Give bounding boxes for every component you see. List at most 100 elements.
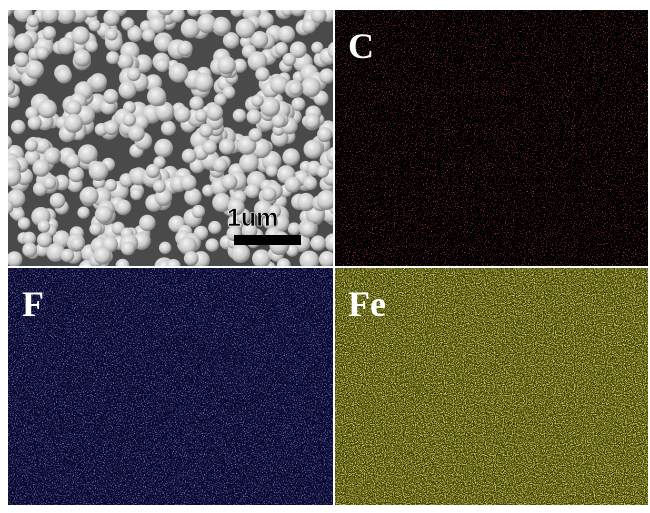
particle: [195, 109, 208, 122]
scale-label: 1um: [227, 204, 278, 232]
particle: [301, 77, 321, 97]
particle: [95, 205, 113, 223]
particle: [316, 165, 329, 178]
particle: [300, 221, 316, 237]
particle: [310, 235, 325, 250]
particle: [25, 60, 44, 79]
element-label: C: [348, 26, 374, 66]
particle: [199, 124, 213, 138]
particle: [18, 217, 31, 230]
particle: [128, 27, 143, 42]
particle: [189, 96, 203, 110]
particle: [43, 177, 56, 190]
particle: [27, 15, 40, 28]
particle: [61, 249, 74, 262]
particle: [89, 73, 107, 91]
particle: [119, 81, 137, 99]
particle: [106, 29, 118, 41]
particle: [169, 63, 189, 83]
particle: [106, 51, 119, 64]
particle: [184, 251, 199, 266]
particle: [285, 176, 301, 192]
particle: [319, 251, 336, 268]
particle: [2, 35, 16, 49]
f-map-panel: F: [8, 268, 333, 505]
particle: [213, 158, 228, 173]
particle: [64, 114, 83, 133]
particle: [288, 82, 302, 96]
particle: [194, 73, 213, 92]
particle: [56, 68, 72, 84]
particle: [35, 46, 48, 59]
particle: [38, 99, 57, 118]
particle: [283, 53, 296, 66]
particle: [37, 232, 52, 247]
particle: [251, 95, 263, 107]
particle: [305, 114, 320, 129]
particle: [217, 56, 236, 75]
particle: [174, 106, 191, 123]
particle: [262, 187, 277, 202]
particle: [28, 116, 42, 130]
particle: [88, 19, 100, 31]
particle: [177, 41, 193, 57]
particle: [121, 241, 135, 255]
particle: [93, 247, 111, 265]
particle: [122, 113, 136, 127]
particle: [56, 5, 75, 24]
map-noise: [335, 10, 648, 266]
particle: [155, 58, 169, 72]
particle: [311, 7, 327, 23]
particle: [154, 139, 173, 158]
fe-map-panel: Fe: [335, 268, 648, 505]
particle: [231, 244, 250, 263]
particle: [70, 237, 84, 251]
particle: [230, 4, 243, 17]
particle: [252, 249, 271, 268]
particle: [32, 159, 50, 177]
particle: [89, 223, 102, 236]
element-label: F: [22, 284, 44, 324]
particle: [278, 26, 295, 43]
particle: [181, 19, 200, 38]
particle: [11, 120, 25, 134]
particle: [245, 184, 260, 199]
particle: [288, 222, 301, 235]
particle: [103, 89, 118, 104]
particle: [14, 33, 33, 52]
particle: [197, 14, 216, 33]
particle: [153, 180, 166, 193]
particle: [128, 125, 145, 142]
particle: [117, 53, 133, 69]
particle: [57, 37, 74, 54]
particle: [71, 26, 89, 44]
particle: [289, 0, 306, 16]
figure: 1um C F Fe: [0, 0, 650, 508]
particle: [115, 199, 131, 215]
particle: [159, 242, 171, 254]
particle: [192, 205, 205, 218]
particle: [139, 215, 155, 231]
particle: [303, 176, 317, 190]
particle: [266, 165, 278, 177]
particle: [68, 166, 84, 182]
scale-bar: [234, 235, 301, 245]
element-label: Fe: [348, 284, 386, 324]
particle: [205, 238, 218, 251]
particle: [282, 148, 300, 166]
particle: [3, 168, 22, 187]
particle: [169, 6, 185, 22]
particle: [25, 139, 38, 152]
particle: [258, 12, 274, 28]
particle: [80, 187, 99, 206]
particle: [65, 154, 80, 169]
particle: [182, 149, 197, 164]
particle: [317, 127, 332, 142]
particle: [213, 18, 230, 35]
particle: [22, 242, 37, 257]
particle: [6, 251, 22, 267]
particle: [299, 250, 319, 270]
particle: [147, 87, 166, 106]
particle: [316, 190, 336, 210]
particle: [275, 42, 289, 56]
